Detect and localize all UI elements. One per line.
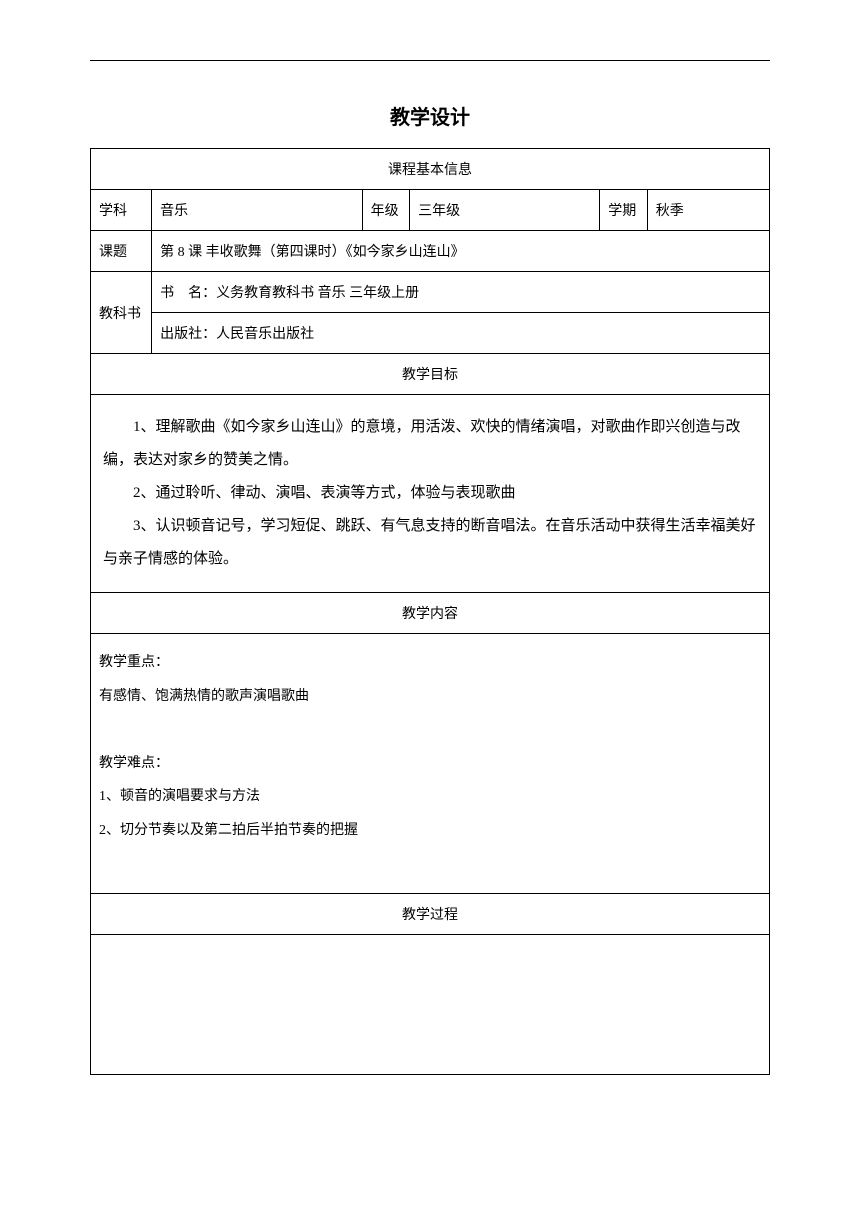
basic-info-header: 课程基本信息: [91, 149, 770, 190]
row-textbook: 教科书 书 名：义务教育教科书 音乐 三年级上册: [91, 272, 770, 313]
textbook-label: 教科书: [91, 272, 152, 354]
row-textbook-publisher: 出版社：人民音乐出版社: [91, 313, 770, 354]
difficulty-2: 2、切分节奏以及第二拍后半拍节奏的把握: [99, 814, 761, 848]
difficulty-label: 教学难点：: [99, 747, 761, 781]
goal-1: 1、理解歌曲《如今家乡山连山》的意境，用活泼、欢快的情绪演唱，对歌曲作即兴创造与…: [103, 411, 757, 477]
section-basic-info: 课程基本信息: [91, 149, 770, 190]
process-header: 教学过程: [91, 894, 770, 935]
process-content: [91, 935, 770, 1075]
goals-content: 1、理解歌曲《如今家乡山连山》的意境，用活泼、欢快的情绪演唱，对歌曲作即兴创造与…: [91, 395, 770, 593]
keypoint-value: 有感情、饱满热情的歌声演唱歌曲: [99, 680, 761, 714]
row-goals-content: 1、理解歌曲《如今家乡山连山》的意境，用活泼、欢快的情绪演唱，对歌曲作即兴创造与…: [91, 395, 770, 593]
difficulty-1: 1、顿音的演唱要求与方法: [99, 780, 761, 814]
row-content-details: 教学重点： 有感情、饱满热情的歌声演唱歌曲 教学难点： 1、顿音的演唱要求与方法…: [91, 634, 770, 894]
lesson-plan-table: 课程基本信息 学科 音乐 年级 三年级 学期 秋季 课题 第 8 课 丰收歌舞（…: [90, 148, 770, 1075]
grade-value: 三年级: [410, 190, 600, 231]
section-goals: 教学目标: [91, 354, 770, 395]
row-process-content: [91, 935, 770, 1075]
row-subject: 学科 音乐 年级 三年级 学期 秋季: [91, 190, 770, 231]
goal-2: 2、通过聆听、律动、演唱、表演等方式，体验与表现歌曲: [103, 477, 757, 510]
topic-value: 第 8 课 丰收歌舞（第四课时）《如今家乡山连山》: [152, 231, 770, 272]
row-topic: 课题 第 8 课 丰收歌舞（第四课时）《如今家乡山连山》: [91, 231, 770, 272]
header-rule: [90, 60, 770, 61]
subject-value: 音乐: [152, 190, 363, 231]
goal-3: 3、认识顿音记号，学习短促、跳跃、有气息支持的断音唱法。在音乐活动中获得生活幸福…: [103, 510, 757, 576]
grade-label: 年级: [362, 190, 410, 231]
keypoint-label: 教学重点：: [99, 646, 761, 680]
topic-label: 课题: [91, 231, 152, 272]
section-process: 教学过程: [91, 894, 770, 935]
textbook-name: 书 名：义务教育教科书 音乐 三年级上册: [152, 272, 770, 313]
textbook-publisher: 出版社：人民音乐出版社: [152, 313, 770, 354]
term-label: 学期: [600, 190, 648, 231]
page-title: 教学设计: [90, 101, 770, 130]
term-value: 秋季: [647, 190, 769, 231]
goals-header: 教学目标: [91, 354, 770, 395]
content-header: 教学内容: [91, 593, 770, 634]
subject-label: 学科: [91, 190, 152, 231]
content-details: 教学重点： 有感情、饱满热情的歌声演唱歌曲 教学难点： 1、顿音的演唱要求与方法…: [91, 634, 770, 894]
section-content: 教学内容: [91, 593, 770, 634]
